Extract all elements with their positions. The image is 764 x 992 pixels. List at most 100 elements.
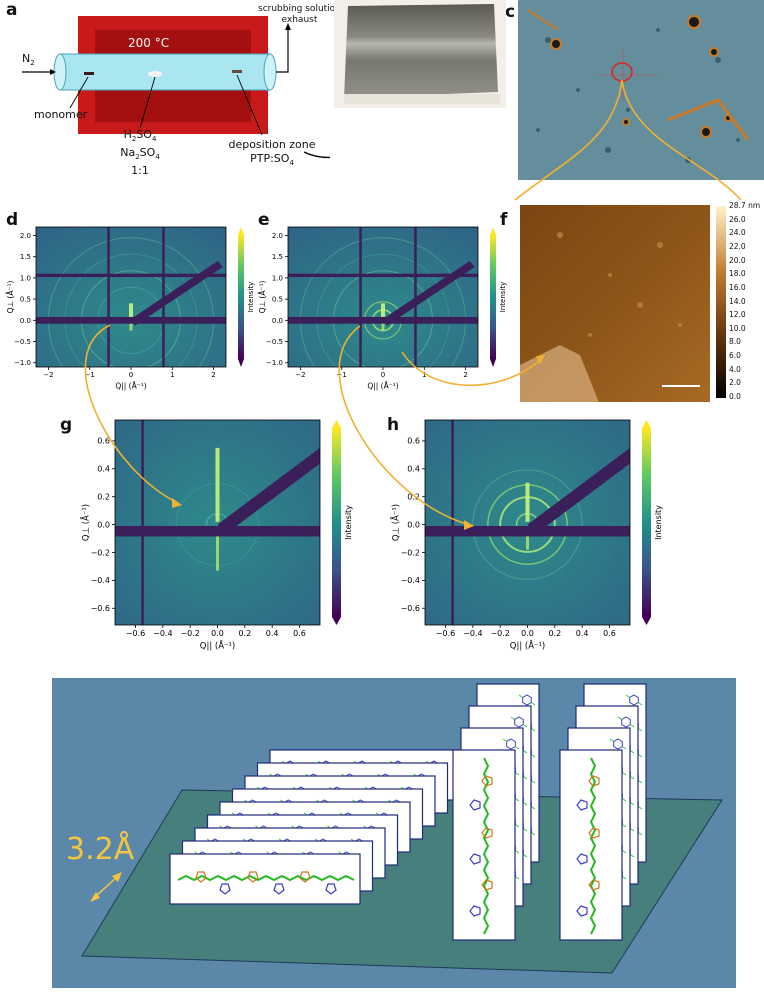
y-tick-label: 0.0: [97, 520, 110, 529]
afm-colorbar-tick: 16.0: [729, 282, 746, 292]
giwaxs-plot-e: −2 −1 0 1 2 2.0 1.5 1.0 0.5 0.0 −0.5 −1.0 Q|| (Å⁻¹) Q…: [258, 226, 507, 390]
intensity-colorbar: [642, 428, 651, 617]
y-tick-label: −0.2: [91, 548, 110, 557]
deposition-zone-label: deposition zone PTP:SO4: [228, 138, 316, 168]
x-tick-label: −1: [337, 371, 347, 379]
exhaust-label: scrubbing solution exhaust: [258, 4, 341, 25]
beamstop: [217, 447, 320, 535]
afm-colorbar-tick: 4.0: [729, 364, 741, 374]
x-tick-label: −1: [85, 371, 95, 379]
giwaxs-plot-g: −0.6 −0.4 −0.2 0.0 0.2 0.4 0.6 0.6 0.4 0.2 0.0 −0.2…: [80, 419, 353, 652]
lying-sheet: [169, 853, 361, 905]
colorbar-label: Intensity: [499, 282, 507, 312]
standing-sheet: [452, 749, 516, 941]
detector-image: [425, 420, 630, 625]
x-axis-label: Q|| (Å⁻¹): [367, 381, 398, 390]
detector-gap: [425, 525, 630, 537]
y-tick-label: −1.0: [266, 359, 283, 367]
afm-colorbar-tick: 0.0: [729, 392, 741, 401]
x-tick-label: −0.2: [180, 629, 199, 638]
panel-label-c: c: [505, 2, 516, 22]
y-tick-label: 0.6: [97, 437, 110, 446]
optical-micrograph: [518, 0, 764, 180]
y-tick-label: 0.0: [20, 317, 31, 325]
x-tick-label: −0.2: [490, 629, 509, 638]
colorbar-label: Intensity: [344, 505, 353, 540]
x-tick-label: 0.0: [211, 629, 224, 638]
colorbar-label: Intensity: [247, 282, 255, 312]
x-tick-label: 2: [211, 371, 215, 379]
x-tick-label: −0.4: [463, 629, 482, 638]
y-axis-label: Q⊥ (Å⁻¹): [390, 504, 402, 541]
detector-image: [288, 227, 478, 367]
y-tick-label: 0.2: [97, 493, 110, 502]
panel-label-a: a: [6, 0, 18, 20]
standing-chain-stack: [452, 683, 647, 941]
y-tick-label: −0.6: [91, 604, 110, 613]
y-tick-label: 1.0: [272, 274, 283, 282]
zoom-indicator: [514, 79, 742, 201]
x-tick-label: −0.4: [153, 629, 172, 638]
specular-streak: [525, 482, 530, 522]
afm-colorbar-tick: 14.0: [729, 296, 746, 306]
afm-colorbar-tick: 6.0: [729, 351, 741, 361]
panel-label-e: e: [258, 210, 270, 230]
giwaxs-plot-d: −2 −1 0 1 2 2.0 1.5 1.0 0.5 0.0 −0.5 −1.0 Q|| (Å⁻¹) Q…: [6, 226, 255, 390]
monomer-label: monomer: [34, 108, 88, 121]
y-tick-label: −0.6: [401, 604, 420, 613]
y-axis-label: Q⊥ (Å⁻¹): [80, 504, 92, 541]
acid-mixture-label: H2SO4 Na2SO4 1:1: [120, 128, 160, 178]
x-tick-label: 0.2: [548, 629, 561, 638]
x-tick-label: 0.0: [521, 629, 534, 638]
y-tick-label: 0.5: [20, 296, 31, 304]
x-axis-label: Q|| (Å⁻¹): [115, 381, 146, 390]
x-tick-label: −0.6: [126, 629, 145, 638]
colorbar-label: Intensity: [654, 505, 663, 540]
y-tick-label: 0.5: [272, 296, 283, 304]
y-tick-label: 0.4: [97, 465, 110, 474]
afm-colorbar-tick: 28.7 nm: [729, 201, 761, 210]
y-tick-label: 2.0: [272, 232, 283, 240]
film-photograph: [334, 0, 506, 108]
afm-colorbar-tick: 22.0: [729, 241, 746, 251]
y-tick-label: −0.4: [401, 576, 420, 585]
x-tick-label: 0: [381, 371, 385, 379]
afm-colorbar-tick: 26.0: [729, 214, 746, 224]
y-axis-label: Q⊥ (Å⁻¹): [6, 281, 15, 314]
x-tick-label: 0.4: [576, 629, 589, 638]
acid-boat: [148, 71, 162, 77]
y-tick-label: −1.0: [14, 359, 31, 367]
film-sample: [344, 4, 498, 98]
x-tick-label: 0.4: [266, 629, 279, 638]
y-tick-label: 0.2: [407, 493, 420, 502]
specular-streak: [129, 303, 133, 320]
specular-streak: [215, 447, 220, 522]
stacking-distance-label: 3.2Å: [66, 832, 135, 867]
beamstop: [130, 260, 223, 326]
scalebar-label: 200 nm: [665, 187, 696, 196]
intensity-colorbar: [490, 235, 496, 359]
x-tick-label: 0.6: [603, 629, 616, 638]
beamstop: [382, 260, 475, 326]
x-tick-label: 2: [463, 371, 467, 379]
x-tick-label: −2: [43, 371, 53, 379]
detector-image: [36, 227, 226, 367]
y-tick-label: 0.0: [272, 317, 283, 325]
panel-label-f: f: [500, 210, 508, 230]
giwaxs-plot-h: −0.6 −0.4 −0.2 0.0 0.2 0.4 0.6 0.6 0.4 0.2 0.0 −0.2…: [390, 419, 663, 652]
y-tick-label: 2.0: [20, 232, 31, 240]
y-axis-label: Q⊥ (Å⁻¹): [258, 281, 267, 314]
stacking-schematic: [52, 678, 736, 988]
afm-colorbar-tick: 20.0: [729, 255, 746, 265]
intensity-colorbar: [332, 428, 341, 617]
x-axis-label: Q|| (Å⁻¹): [510, 640, 545, 652]
afm-colorbar-tick: 24.0: [729, 228, 746, 238]
spacing-arrow: [93, 875, 119, 899]
afm-colorbar-tick: 2.0: [729, 378, 741, 388]
afm-colorbar-tick: 18.0: [729, 269, 746, 279]
y-tick-label: −0.4: [91, 576, 110, 585]
lying-chain-stack: [169, 749, 461, 905]
reactor-schematic: [22, 16, 330, 158]
x-tick-label: 0: [129, 371, 133, 379]
y-tick-label: 0.0: [407, 520, 420, 529]
